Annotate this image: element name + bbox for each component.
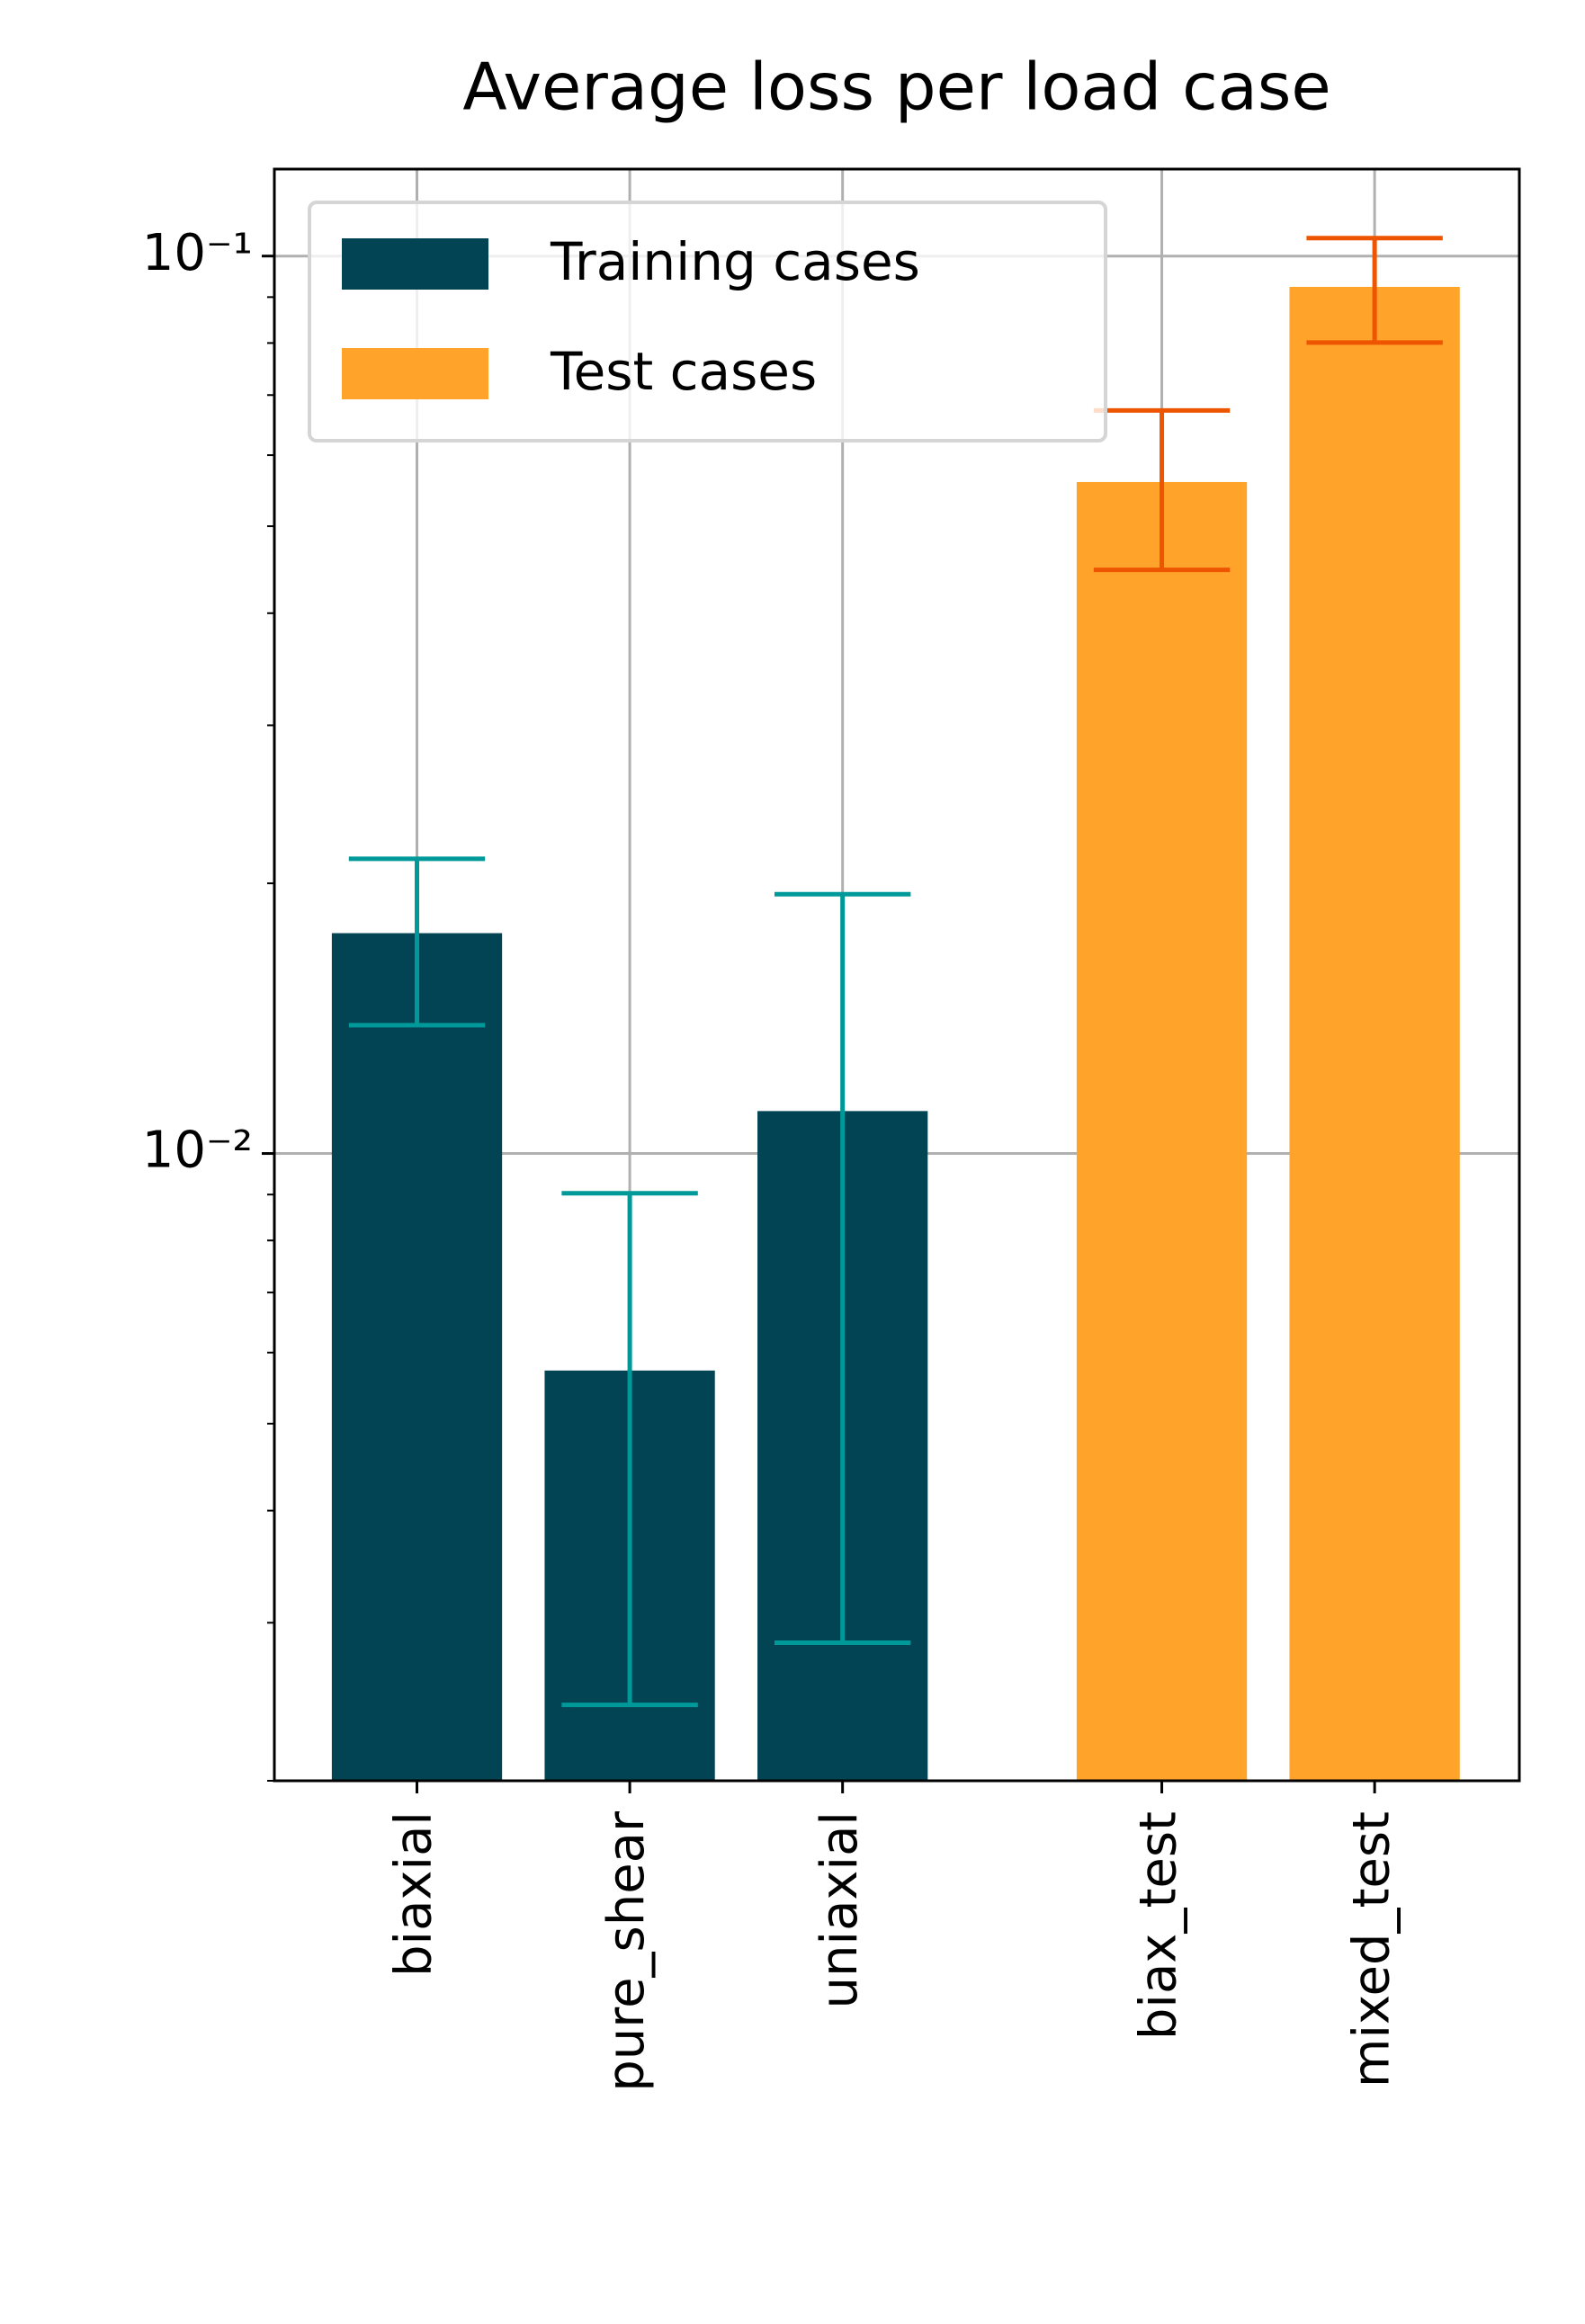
bar — [1076, 481, 1248, 1782]
legend-label: Test cases — [550, 341, 817, 402]
error-bar — [348, 856, 486, 1028]
bar — [331, 933, 503, 1781]
legend-label: Training cases — [550, 231, 920, 292]
legend-swatch — [342, 238, 488, 290]
x-tick-label: biax_test — [1130, 1811, 1188, 2040]
y-tick-label: 10⁻² — [142, 1122, 253, 1180]
x-tick-label: mixed_test — [1342, 1811, 1401, 2087]
error-bar — [561, 1191, 698, 1708]
legend-swatch — [342, 348, 488, 399]
legend-box — [308, 201, 1107, 442]
x-tick-label: biaxial — [385, 1811, 443, 1977]
x-tick-label: pure_shear — [597, 1810, 656, 2092]
error-bar — [1306, 236, 1443, 345]
x-tick-label: uniaxial — [810, 1811, 869, 2008]
error-bar — [1093, 407, 1231, 573]
plot-frame — [273, 167, 1521, 1783]
y-tick-label: 10⁻¹ — [142, 224, 253, 282]
chart-title: Average loss per load case — [462, 49, 1330, 125]
bar — [1289, 286, 1460, 1782]
error-bar — [774, 891, 911, 1646]
